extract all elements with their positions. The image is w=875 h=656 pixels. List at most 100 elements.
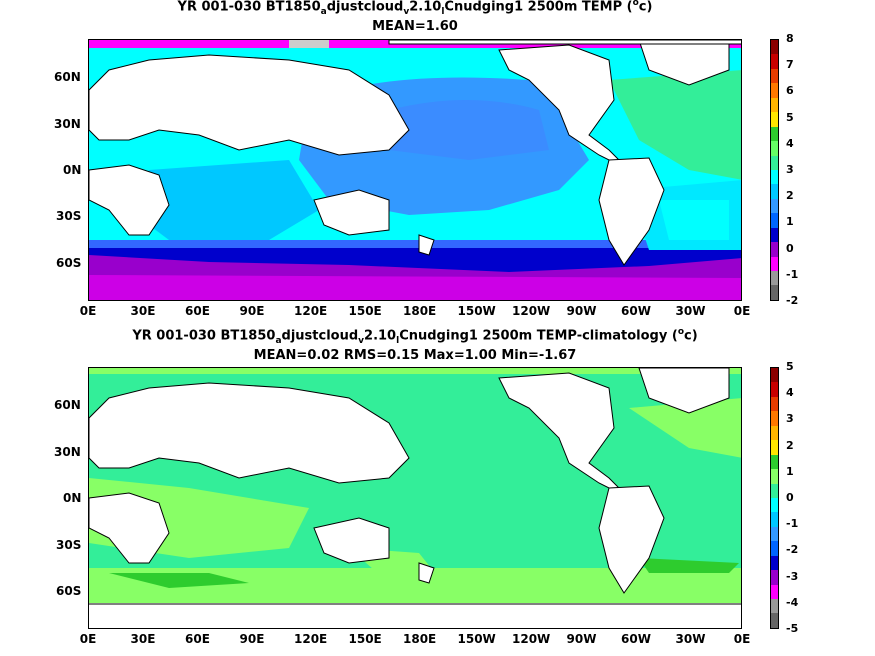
panel1-arctic-gray (289, 40, 329, 48)
colorbar-segment (771, 440, 778, 455)
colorbar-segment (771, 555, 778, 571)
panel1-lat-60n: 60N (54, 70, 81, 84)
lon-tick-label: 90E (239, 304, 265, 318)
title-part: a (320, 6, 327, 17)
lon-tick-label: 60E (185, 632, 210, 646)
panel1-band-blue (89, 240, 741, 248)
lon-tick-label: 60W (621, 632, 651, 646)
panel1-pacific-core (389, 100, 549, 160)
title-part: djustcloud (326, 0, 404, 15)
colorbar-tick-label: 2 (786, 189, 794, 203)
colorbar-segment (771, 198, 778, 214)
colorbar-tick-label: 3 (786, 412, 794, 426)
lon-tick-label: 0E (79, 304, 97, 318)
panel2-land (89, 368, 741, 605)
colorbar-tick-label: -5 (786, 622, 799, 635)
lon-tick-label: 120W (512, 632, 551, 646)
colorbar-segment (771, 112, 778, 127)
colorbar-segment (771, 599, 778, 614)
panel1-map-svg (89, 40, 741, 300)
title-part: Cnudging1 2500m TEMP-climatology ( (399, 328, 678, 344)
colorbar-tick-label: 5 (786, 360, 794, 373)
panel1-map (88, 39, 742, 301)
lon-tick-label: 0E (733, 632, 751, 646)
colorbar-tick-label: 8 (786, 32, 794, 45)
colorbar-tick-label: -4 (786, 595, 799, 609)
panel1-lat-30s: 30S (56, 209, 82, 223)
colorbar-segment (771, 613, 778, 628)
lon-tick-label: 120E (294, 304, 328, 318)
title-part: c) (638, 0, 653, 15)
title-part: l (396, 335, 400, 346)
lon-tick-label: 90W (566, 304, 597, 318)
colorbar-tick-label: 1 (786, 464, 794, 478)
panel1-north-atlantic (609, 70, 741, 180)
title-part: YR 001-030 BT1850 (177, 0, 321, 15)
colorbar-segment (771, 497, 778, 513)
colorbar-segment (771, 454, 778, 470)
colorbar-segment (771, 83, 778, 98)
colorbar-tick-label: 5 (786, 110, 794, 124)
lon-tick-label: 30E (130, 632, 156, 646)
colorbar-segment (771, 169, 778, 185)
colorbar-segment (771, 141, 778, 156)
colorbar-tick-label: 1 (786, 215, 794, 229)
title-part: v (403, 6, 410, 17)
lon-tick-label: 60W (621, 304, 651, 318)
title-part: a (275, 335, 282, 346)
lon-tick-label: 30W (675, 304, 706, 318)
colorbar-segment (771, 97, 778, 113)
panel2-lat-60n: 60N (54, 398, 81, 412)
lon-tick-label: 60E (185, 304, 210, 318)
title-part: YR 001-030 BT1850 (132, 328, 276, 344)
colorbar-segment (771, 40, 778, 55)
lon-tick-label: 0E (79, 632, 97, 646)
colorbar-segment (771, 368, 778, 383)
colorbar-segment (771, 469, 778, 484)
colorbar-segment (771, 512, 778, 527)
title-part: v (358, 335, 365, 346)
colorbar-segment (771, 570, 778, 585)
title-part: 2.10 (409, 0, 442, 15)
colorbar-tick-label: 3 (786, 163, 794, 176)
panel2-lat-0n: 0N (63, 491, 82, 505)
panel1-lat-30n: 30N (54, 117, 81, 131)
colorbar-segment (771, 483, 778, 498)
colorbar-tick-label: -2 (786, 543, 799, 557)
lon-tick-label: 30E (130, 304, 156, 318)
panel2-arctic (89, 368, 741, 374)
lon-tick-label: 180E (403, 632, 437, 646)
panel2-lat-30n: 30N (54, 445, 81, 459)
lon-tick-label: 150W (457, 632, 496, 646)
panel1-antarctic-magenta (89, 275, 741, 300)
colorbar-segment (771, 382, 778, 397)
colorbar-segment (771, 396, 778, 412)
colorbar-tick-label: 7 (786, 58, 794, 72)
panel2-lat-30s: 30S (56, 538, 82, 552)
panel2-antarctica (89, 603, 741, 628)
lon-tick-label: 90W (566, 632, 597, 646)
panel2-southern-green (109, 573, 249, 588)
lon-tick-label: 90E (239, 632, 265, 646)
colorbar-segment (771, 256, 778, 271)
colorbar-segment (771, 526, 778, 542)
colorbar-segment (771, 584, 778, 599)
panel2-natl-light (629, 398, 741, 458)
title-part: o (677, 327, 684, 337)
colorbar-segment (771, 411, 778, 426)
lon-tick-label: 180E (403, 304, 437, 318)
colorbar-tick-label: 0 (786, 491, 794, 504)
title-part: 2.10 (364, 328, 397, 344)
colorbar-tick-label: -3 (786, 569, 799, 583)
colorbar-segment (771, 285, 778, 300)
colorbar-tick-label: -1 (786, 267, 799, 281)
colorbar-tick-label: -2 (786, 294, 799, 307)
panel1-indian (129, 160, 319, 240)
panel2-satl-green (639, 558, 739, 573)
title-part: djustcloud (281, 328, 359, 344)
panel1-title-line1: YR 001-030 BT1850adjustcloudv2.10lCnudgi… (88, 0, 742, 20)
colorbar-tick-label: 0 (786, 241, 794, 255)
panel2-map-svg (89, 368, 741, 628)
colorbar-segment (771, 242, 778, 257)
colorbar-segment (771, 227, 778, 243)
